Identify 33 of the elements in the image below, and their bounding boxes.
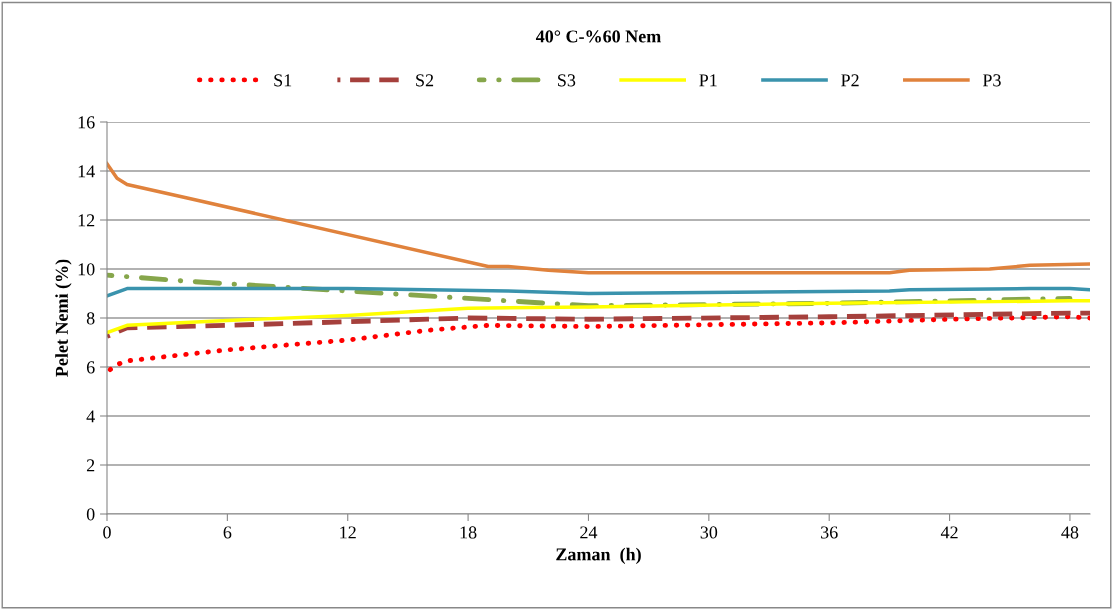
line-series: [107, 286, 1090, 298]
legend-label: P1: [699, 74, 717, 87]
line-series: [107, 161, 1090, 275]
chart-title: 40° C-%60 Nem: [535, 30, 661, 43]
y-tick-label: 8: [86, 312, 95, 325]
y-tick-label: 6: [86, 361, 95, 374]
legend-label: P2: [841, 74, 859, 87]
x-tick-label: 24: [580, 526, 598, 539]
line-series: [107, 299, 1090, 335]
line-series: [107, 310, 1090, 339]
y-tick-label: 4: [86, 410, 95, 423]
y-tick-label: 0: [86, 508, 95, 521]
x-tick-label: 6: [223, 526, 232, 539]
legend-label: P3: [982, 74, 1001, 87]
line-series: [107, 314, 1090, 375]
y-tick-label: 10: [78, 263, 95, 276]
x-tick-label: 42: [940, 526, 958, 539]
line-series: [107, 272, 1073, 309]
x-tick-label: 12: [340, 526, 356, 539]
x-tick-label: 36: [821, 526, 838, 539]
y-tick-label: 12: [78, 214, 95, 227]
legend-label: S1: [274, 74, 292, 87]
y-tick-label: 16: [78, 116, 95, 129]
y-tick-label: 2: [86, 459, 95, 472]
x-tick-label: 18: [460, 526, 477, 539]
x-tick-label: 0: [103, 526, 111, 539]
y-tick-label: 14: [78, 165, 95, 178]
legend-label: S3: [558, 74, 576, 87]
legend-label: S2: [416, 74, 434, 87]
y-axis-title: Pelet Nemi (%): [55, 259, 72, 377]
x-tick-label: 30: [700, 526, 718, 539]
x-tick-label: 48: [1061, 526, 1079, 539]
x-axis-title: Zaman (h): [556, 547, 641, 565]
